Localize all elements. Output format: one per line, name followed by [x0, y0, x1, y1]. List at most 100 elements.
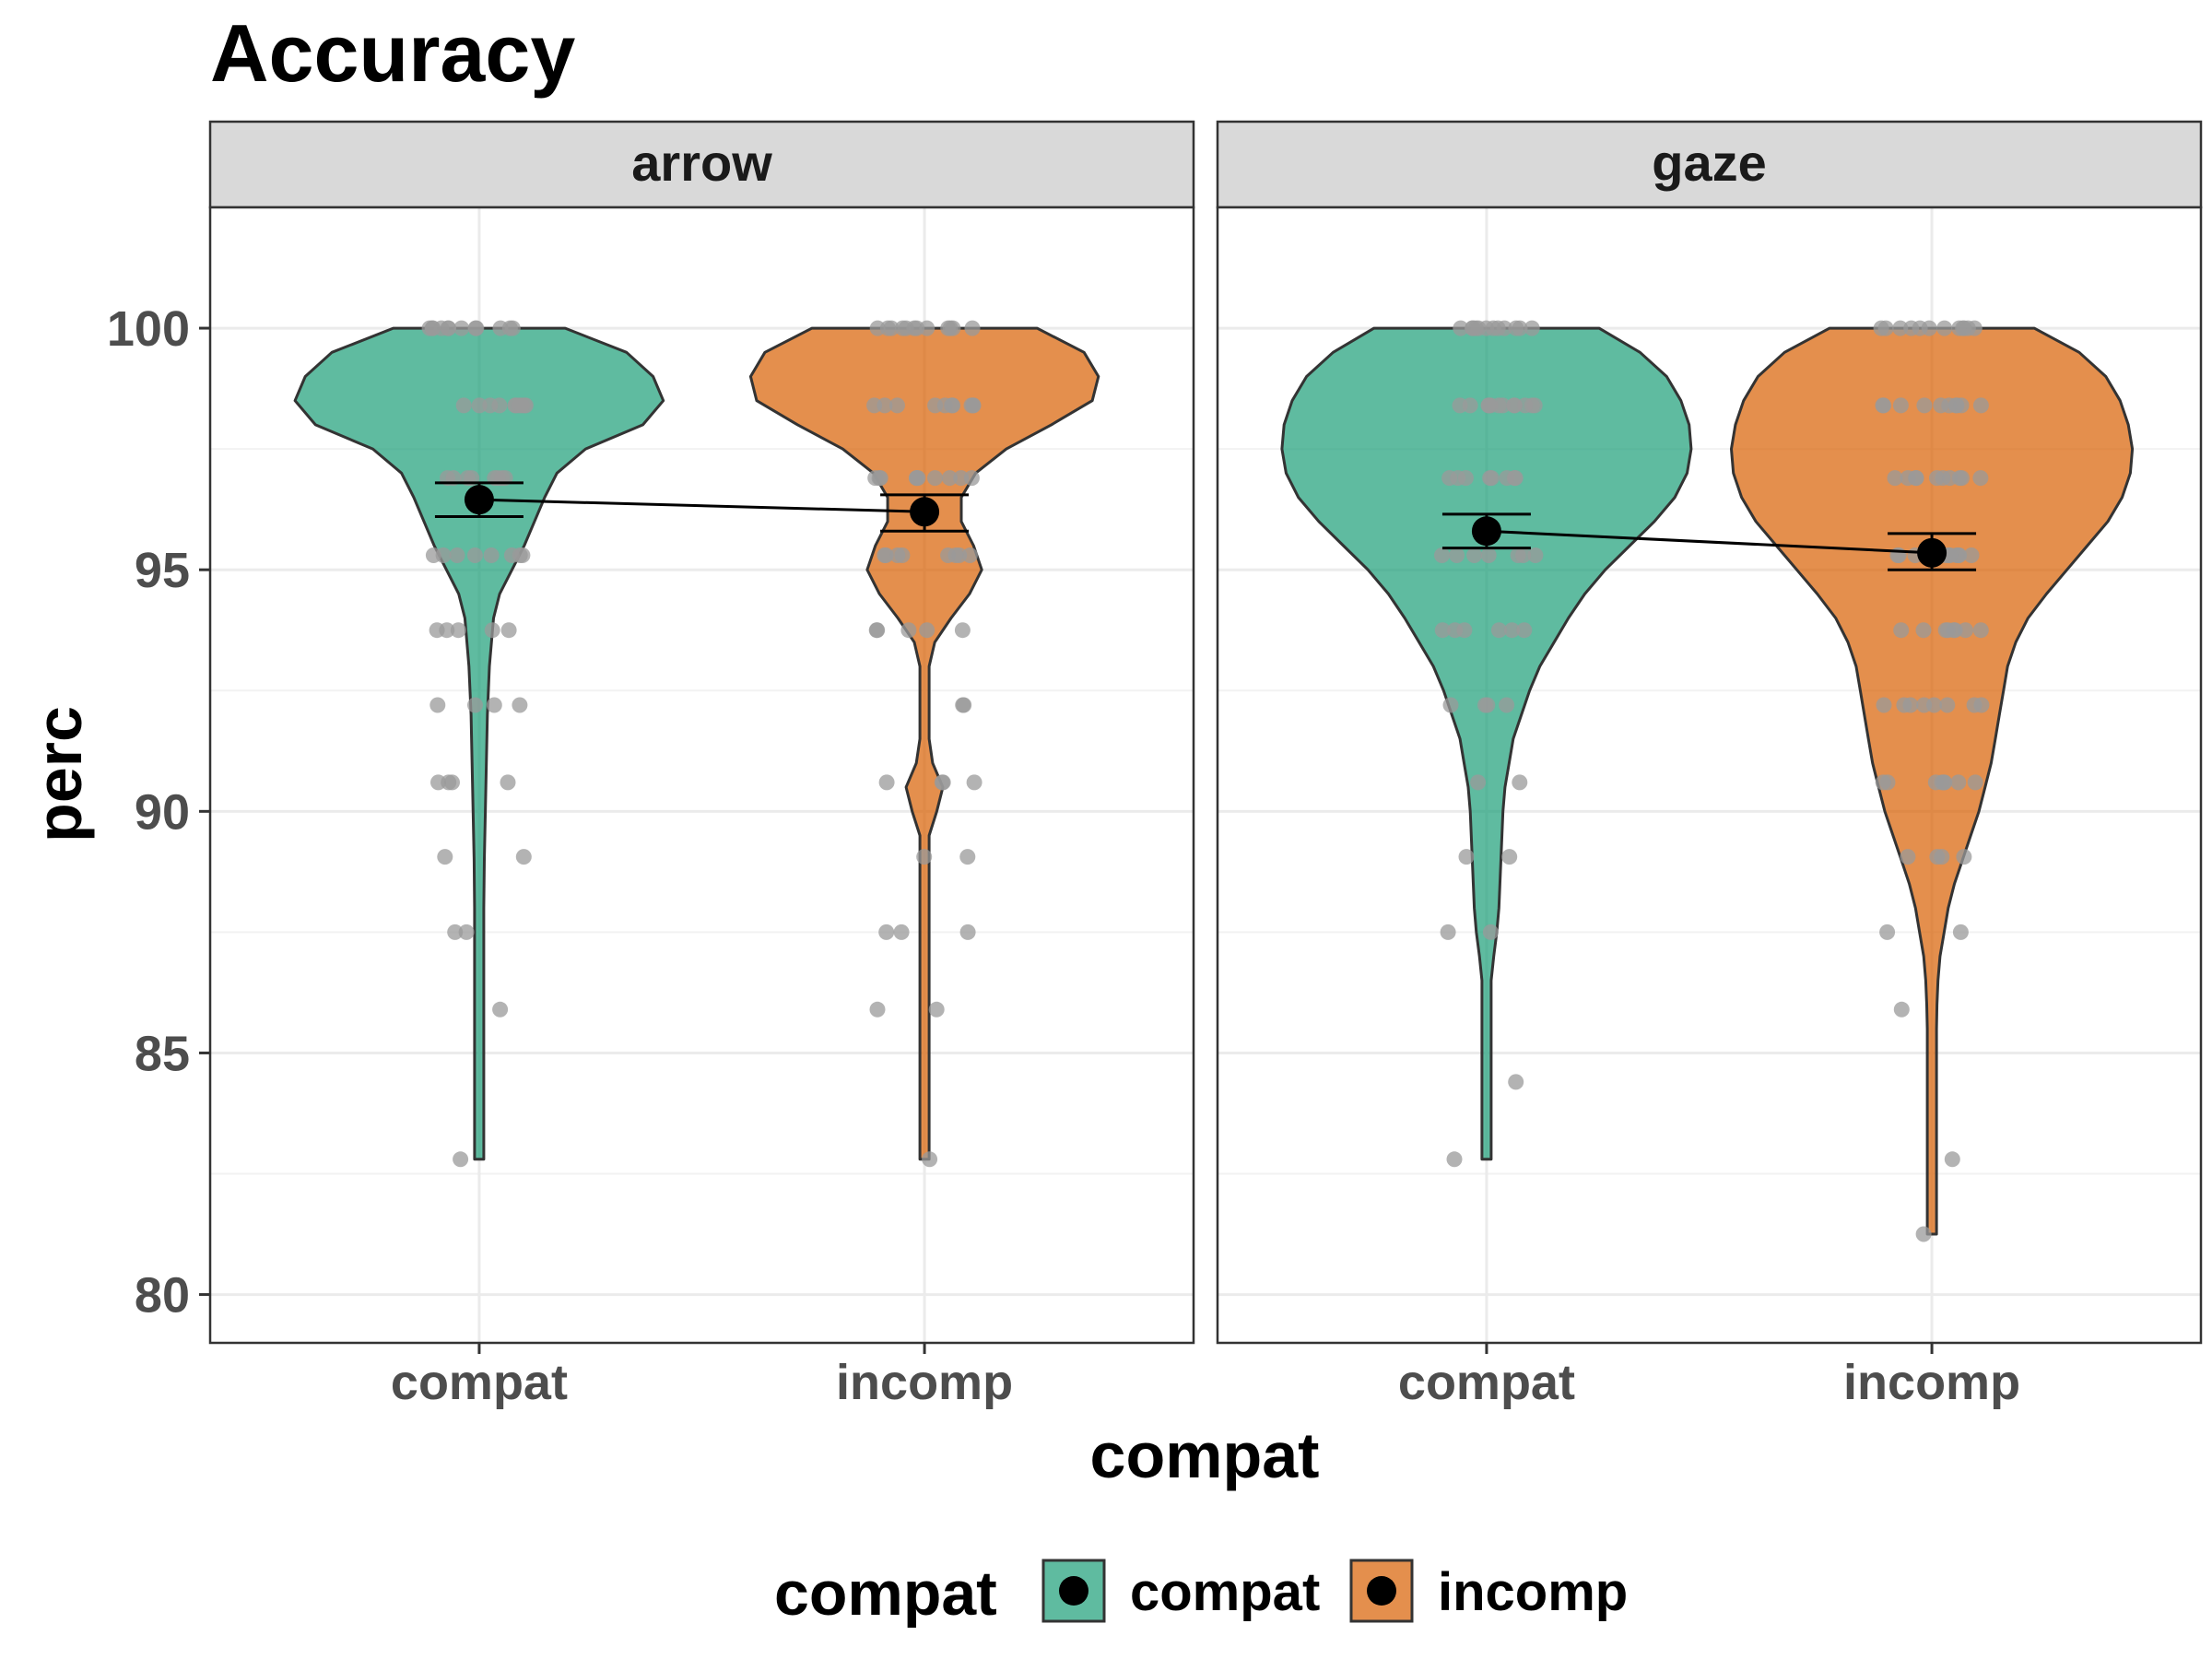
data-point — [1893, 622, 1910, 639]
data-point — [1489, 320, 1506, 336]
data-point — [877, 547, 894, 563]
data-point — [1524, 397, 1540, 414]
data-point — [491, 397, 508, 414]
data-point — [449, 547, 465, 563]
data-point — [453, 1151, 469, 1168]
data-point — [1879, 924, 1896, 940]
data-point — [1527, 547, 1544, 563]
x-tick-label: incomp — [1843, 1355, 2020, 1410]
data-point — [919, 622, 935, 639]
data-point — [867, 470, 884, 487]
data-point — [1506, 397, 1523, 414]
data-point — [883, 320, 900, 336]
x-tick-label: incomp — [836, 1355, 1013, 1410]
data-point — [466, 547, 483, 563]
data-point — [467, 697, 483, 713]
data-point — [1508, 1074, 1524, 1090]
chart-title: Accuracy — [210, 7, 575, 99]
data-point — [1892, 320, 1909, 336]
y-tick-label: 95 — [135, 543, 190, 598]
data-point — [468, 320, 485, 336]
data-point — [1490, 622, 1507, 639]
strip-label: arrow — [631, 134, 772, 192]
data-point — [1458, 849, 1475, 865]
data-point — [1902, 697, 1919, 713]
data-point — [1973, 697, 1990, 713]
data-point — [1972, 397, 1989, 414]
data-point — [1915, 622, 1932, 639]
legend-label: incomp — [1438, 1562, 1628, 1622]
data-point — [1456, 622, 1473, 639]
legend-key-point — [1367, 1576, 1396, 1606]
data-point — [959, 849, 976, 865]
data-point — [1449, 547, 1465, 563]
data-point — [963, 470, 980, 487]
data-point — [471, 397, 488, 414]
data-point — [484, 622, 500, 639]
data-point — [492, 320, 509, 336]
data-point — [1892, 397, 1909, 414]
data-point — [453, 320, 470, 336]
data-point — [1524, 320, 1540, 336]
data-point — [512, 697, 528, 713]
mean-point — [464, 485, 494, 515]
violin-arrow-incomp — [748, 326, 1100, 1161]
y-tick-label: 90 — [135, 784, 190, 840]
data-point — [1479, 697, 1496, 713]
data-point — [1441, 470, 1458, 487]
data-point — [1876, 397, 1892, 414]
data-point — [1504, 622, 1520, 639]
facet-panels: arrow compat incomp 80 85 90 95 100 gaze compat in… — [107, 120, 2203, 1410]
data-point — [919, 320, 935, 336]
data-point — [1887, 470, 1903, 487]
data-point — [966, 774, 982, 791]
data-point — [1929, 470, 1945, 487]
mean-connector-line — [1486, 529, 1933, 555]
y-tick-label: 80 — [135, 1268, 190, 1324]
data-point — [869, 1001, 886, 1018]
data-point — [1972, 622, 1989, 639]
legend-entry-compat: compat — [1041, 1559, 1320, 1623]
data-point — [944, 397, 960, 414]
data-point — [486, 697, 502, 713]
data-point — [866, 397, 883, 414]
data-point — [1936, 774, 1952, 791]
data-point — [1508, 320, 1524, 336]
data-point — [878, 924, 895, 940]
panel-border — [1216, 206, 2203, 1345]
data-point — [959, 924, 976, 940]
data-point — [1466, 547, 1483, 563]
legend-title: compat — [774, 1559, 997, 1629]
data-point — [1947, 397, 1964, 414]
data-point — [1482, 924, 1499, 940]
data-point — [941, 470, 958, 487]
strip-background — [208, 120, 1195, 209]
data-point — [953, 470, 970, 487]
data-point — [1963, 547, 1980, 563]
data-point — [1915, 1226, 1932, 1242]
data-point — [1501, 849, 1518, 865]
data-point — [900, 622, 917, 639]
data-point — [1916, 397, 1933, 414]
data-point — [1933, 397, 1949, 414]
data-point — [429, 697, 446, 713]
data-point — [1510, 547, 1526, 563]
strip-label: gaze — [1652, 134, 1767, 192]
data-point — [1516, 622, 1533, 639]
facet-panel-gaze: gaze compat incomp — [1216, 120, 2203, 1410]
mean-point — [1917, 537, 1947, 568]
data-point — [458, 924, 475, 940]
data-point — [1434, 622, 1451, 639]
data-point — [1434, 547, 1450, 563]
data-point — [1903, 320, 1920, 336]
data-point — [1452, 397, 1468, 414]
y-axis-title: perc — [23, 706, 95, 842]
y-tick-label: 100 — [107, 301, 190, 357]
data-point — [1956, 849, 1972, 865]
data-point — [1908, 470, 1924, 487]
data-point — [433, 320, 450, 336]
data-point — [878, 774, 895, 791]
data-point — [515, 849, 532, 865]
violin-arrow-compat — [293, 326, 665, 1161]
